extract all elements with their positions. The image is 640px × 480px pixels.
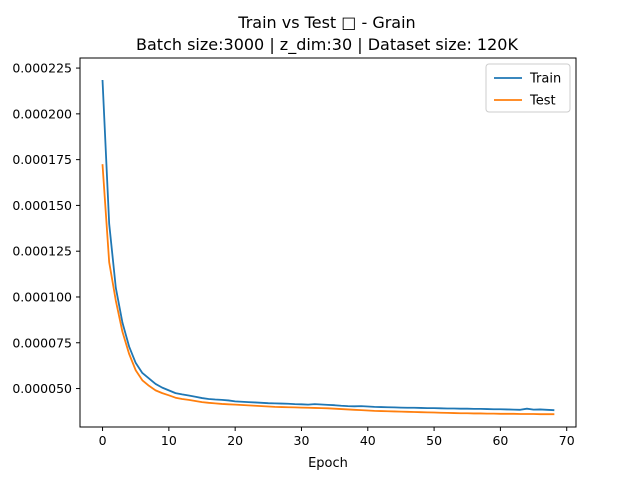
x-tick-label: 10 <box>161 433 177 448</box>
y-tick-label: 0.000100 <box>12 289 72 304</box>
x-tick-label: 70 <box>559 433 575 448</box>
series-line-train <box>101 79 555 412</box>
legend-label-test: Test <box>529 94 556 109</box>
x-tick-label: 50 <box>426 433 442 448</box>
x-axis: 0 10 20 30 40 50 60 70 <box>99 427 575 448</box>
x-tick-label: 20 <box>227 433 243 448</box>
y-tick-label: 0.000050 <box>12 381 72 396</box>
y-tick-label: 0.000225 <box>12 61 72 76</box>
y-tick-label: 0.000150 <box>12 198 72 213</box>
plot-area <box>101 79 555 416</box>
x-tick-label: 30 <box>294 433 310 448</box>
y-tick-label: 0.000125 <box>12 244 72 259</box>
y-tick-label: 0.000075 <box>12 335 72 350</box>
x-tick-label: 40 <box>360 433 376 448</box>
series-line-test <box>101 164 555 416</box>
plot-frame <box>79 57 577 428</box>
y-axis: 0.000050 0.000075 0.000100 0.000125 0.000150… <box>12 61 80 396</box>
legend-label-train: Train <box>529 72 561 87</box>
y-tick-label: 0.000200 <box>12 106 72 121</box>
legend: Train Test <box>485 63 571 113</box>
chart-subtitle: Batch size:3000 | z_dim:30 | Dataset siz… <box>136 35 518 55</box>
x-axis-label: Epoch <box>308 456 348 471</box>
y-tick-label: 0.000175 <box>12 152 72 167</box>
chart-title: Train vs Test □ - Grain <box>237 13 415 32</box>
x-tick-label: 0 <box>99 433 107 448</box>
x-tick-label: 60 <box>492 433 508 448</box>
